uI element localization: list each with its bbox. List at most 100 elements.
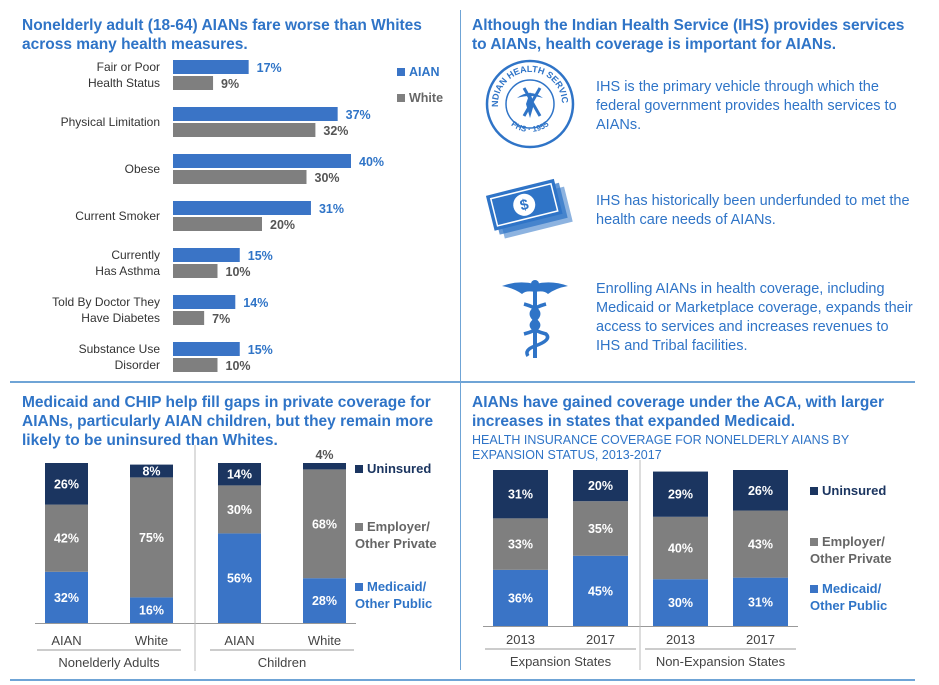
data-label: 35% [588, 522, 613, 536]
category-label: Currently [111, 248, 160, 262]
data-label: 30% [668, 596, 693, 610]
coverage-by-age-chart: 32% 42% 26% AIAN 16% 75% 8% White 56% 30% 14% AIAN 2… [35, 445, 437, 671]
segment-medicaid [303, 578, 346, 623]
data-label: 10% [226, 265, 251, 279]
category-label: 2013 [506, 632, 535, 647]
legend-swatch [355, 465, 363, 473]
info-text-enrollment: Enrolling AIANs in health coverage, incl… [596, 281, 913, 354]
segment-employer [653, 516, 708, 580]
group-label: Nonelderly Adults [58, 655, 160, 670]
segment-employer [573, 501, 628, 556]
data-label: 9% [221, 77, 239, 91]
legend-swatch [810, 538, 818, 546]
data-label: 31% [319, 202, 344, 216]
segment-uninsured [303, 463, 346, 470]
segment-uninsured [218, 463, 261, 486]
data-label: 40% [668, 542, 693, 556]
legend-label: Medicaid/ [367, 579, 427, 594]
legend-swatch [355, 583, 363, 591]
category-label: Disorder [115, 358, 160, 372]
info-text-ihs: IHS is the primary vehicle through which… [596, 79, 897, 133]
data-label: 4% [315, 448, 333, 462]
bottom-right-subtitle: HEALTH INSURANCE COVERAGE FOR NONELDERLY… [472, 433, 849, 462]
legend-label: Uninsured [367, 461, 431, 476]
segment-medicaid [493, 569, 548, 626]
data-label: 28% [312, 594, 337, 608]
data-label: 56% [227, 572, 252, 586]
data-label: 8% [142, 465, 160, 479]
segment-employer [733, 510, 788, 578]
segment-uninsured [573, 470, 628, 502]
bar-aian [173, 248, 240, 262]
segment-medicaid [45, 571, 88, 623]
money-icon: $ [485, 178, 573, 239]
data-label: 15% [248, 343, 273, 357]
legend-swatch [397, 68, 405, 76]
bar-aian [173, 107, 338, 121]
category-label: Current Smoker [75, 209, 160, 223]
group-label: Children [258, 655, 306, 670]
caduceus-icon [502, 280, 568, 358]
data-label: 36% [508, 591, 533, 605]
segment-employer [493, 518, 548, 570]
bar-aian [173, 295, 236, 309]
data-label: 20% [270, 218, 295, 232]
legend-label: Employer/ [367, 519, 430, 534]
legend-label: White [409, 91, 443, 105]
legend-label: AIAN [409, 65, 440, 79]
data-label: 40% [359, 155, 384, 169]
bar-white [173, 358, 218, 372]
data-label: 31% [748, 595, 773, 609]
seal-bottom-text: PHS · 1955 [510, 119, 551, 134]
bar-white [173, 311, 205, 325]
bar-white [173, 217, 262, 231]
legend-swatch [397, 94, 405, 102]
segment-employer [45, 504, 88, 572]
data-label: 26% [748, 484, 773, 498]
bar-white [173, 170, 307, 184]
category-label: Fair or Poor [97, 60, 160, 74]
data-label: 7% [212, 312, 230, 326]
data-label: 43% [748, 538, 773, 552]
legend-label: Medicaid/ [822, 581, 882, 596]
data-label: 37% [346, 108, 371, 122]
horizontal-divider [10, 381, 915, 383]
segment-uninsured [45, 463, 88, 505]
category-label: White [135, 633, 168, 648]
segment-uninsured [130, 464, 173, 478]
legend-label: Other Public [810, 598, 887, 613]
data-label: 26% [54, 477, 79, 491]
data-label: 75% [139, 531, 164, 545]
category-label: AIAN [224, 633, 254, 648]
category-label: 2017 [586, 632, 615, 647]
data-label: 14% [243, 296, 268, 310]
top-right-title: Although the Indian Health Service (IHS)… [472, 17, 905, 53]
bar-white [173, 76, 214, 90]
data-label: 32% [323, 124, 348, 138]
segment-medicaid [653, 579, 708, 626]
data-label: 42% [54, 532, 79, 546]
data-label: 17% [257, 61, 282, 75]
data-label: 30% [227, 503, 252, 517]
ihs-seal-icon: INDIAN HEALTH SERVICE PHS · 1955 [484, 58, 575, 149]
svg-text:PHS · 1955: PHS · 1955 [510, 119, 551, 134]
bottom-left-title: Medicaid and CHIP help fill gaps in priv… [22, 394, 434, 449]
legend-swatch [810, 585, 818, 593]
health-measures-chart: Fair or Poor Health Status 17% 9% Physical L… [52, 60, 443, 373]
category-label: Health Status [88, 76, 160, 90]
data-label: 15% [248, 249, 273, 263]
top-left-title: Nonelderly adult (18-64) AIANs fare wors… [22, 17, 422, 53]
category-label: AIAN [51, 633, 81, 648]
legend-label: Other Private [810, 551, 892, 566]
data-label: 20% [588, 479, 613, 493]
bar-aian [173, 60, 249, 74]
data-label: 10% [226, 359, 251, 373]
segment-medicaid [130, 597, 173, 623]
data-label: 32% [54, 591, 79, 605]
data-label: 33% [508, 538, 533, 552]
data-label: 29% [668, 488, 693, 502]
category-label: Told By Doctor They [52, 295, 160, 309]
segment-employer [218, 485, 261, 534]
seal-top-text: INDIAN HEALTH SERVICE [484, 58, 570, 107]
vertical-divider [460, 10, 461, 670]
